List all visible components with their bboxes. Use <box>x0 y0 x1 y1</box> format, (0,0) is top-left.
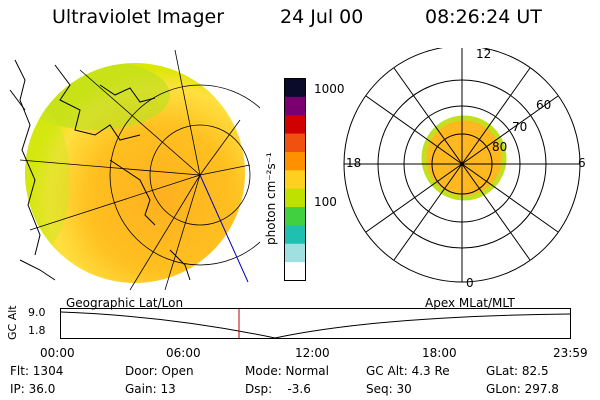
colorbar-label-100: 100 <box>314 195 337 209</box>
mlt-label-0: 0 <box>466 276 474 290</box>
info-gcalt: GC Alt: 4.3 Re <box>366 364 450 378</box>
colorbar-band <box>284 151 306 171</box>
colorbar-band <box>284 78 306 98</box>
timeline-y-min: 1.8 <box>28 324 46 337</box>
colorbar-band <box>284 115 306 135</box>
timeline-tick-1200: 12:00 <box>295 346 330 360</box>
info-gain: Gain: 13 <box>125 382 176 396</box>
colorbar-unit: photon cm⁻²s⁻¹ <box>264 152 278 245</box>
mlt-label-6: 6 <box>578 156 586 170</box>
colorbar <box>284 78 306 281</box>
mlt-label-18: 18 <box>346 156 362 170</box>
timeline-plot <box>60 308 571 339</box>
timeline-tick-1800: 18:00 <box>422 346 457 360</box>
info-door: Door: Open <box>125 364 194 378</box>
lat-lon-grid <box>19 49 260 290</box>
header-time: 08:26:24 UT <box>425 6 542 28</box>
colorbar-band <box>284 170 306 190</box>
info-dsp: Dsp: -3.6 <box>245 382 311 396</box>
header-title: Ultraviolet Imager <box>52 6 225 28</box>
info-glat: GLat: 82.5 <box>486 364 549 378</box>
polar-plot <box>343 48 581 283</box>
geographic-image <box>9 49 260 290</box>
colorbar-band <box>284 207 306 226</box>
info-flt: Flt: 1304 <box>10 364 64 378</box>
timeline-tick-0000: 00:00 <box>40 346 75 360</box>
timeline-right-label: Apex MLat/MLT <box>425 296 515 310</box>
colorbar-band <box>284 133 306 153</box>
colorbar-band <box>284 262 306 281</box>
timeline-y-max: 9.0 <box>28 306 46 319</box>
mlat-label-70: 70 <box>512 120 528 134</box>
header-date: 24 Jul 00 <box>280 6 364 28</box>
timeline-tick-2359: 23:59 <box>553 346 588 360</box>
info-seq: Seq: 30 <box>366 382 412 396</box>
colorbar-band <box>284 96 306 116</box>
info-glon: GLon: 297.8 <box>486 382 559 396</box>
colorbar-label-1000: 1000 <box>314 82 345 96</box>
mlat-label-80: 80 <box>492 140 508 154</box>
colorbar-band <box>284 188 306 208</box>
altitude-curve <box>60 311 571 339</box>
timeline-axis-label: GC Alt <box>6 305 19 340</box>
info-ip: IP: 36.0 <box>10 382 56 396</box>
timeline-tick-0600: 06:00 <box>166 346 201 360</box>
colorbar-band <box>284 225 306 245</box>
terminator-line <box>199 174 249 283</box>
info-mode: Mode: Normal <box>245 364 329 378</box>
timeline-left-label: Geographic Lat/Lon <box>66 296 184 310</box>
colorbar-band <box>284 243 306 263</box>
mlat-label-60: 60 <box>536 98 552 112</box>
mlt-label-12: 12 <box>476 47 492 61</box>
